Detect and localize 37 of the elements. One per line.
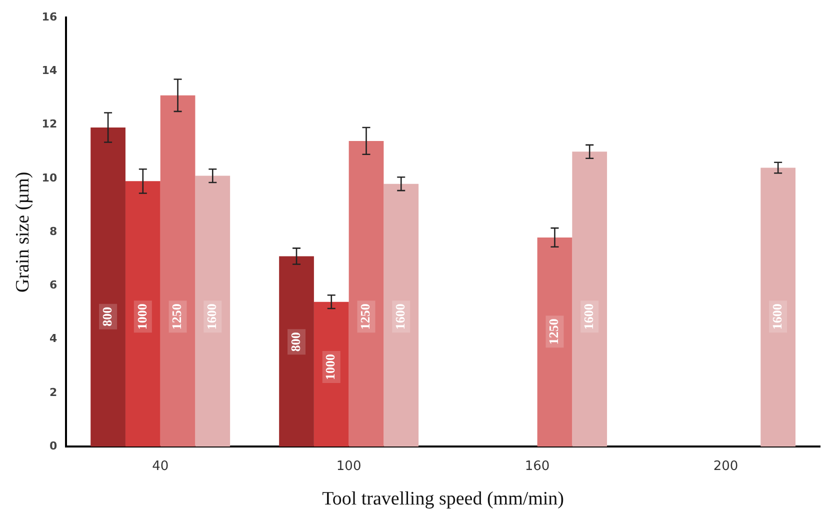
series-label: 1000 [134,304,150,330]
text: 1600 [392,304,408,330]
x-tick-label: 200 [713,458,738,474]
series-label: 1600 [580,304,596,330]
y-tick-label: 4 [49,332,58,346]
y-tick-label: 16 [42,10,58,24]
series-label: 1250 [169,304,184,330]
bar [348,140,384,447]
text: 1600 [769,304,784,330]
y-tick-label: 12 [42,118,58,131]
y-tick-label: 0 [49,439,58,452]
x-tick-label: 160 [524,458,550,474]
text: 1250 [358,304,373,330]
y-tick-label: 2 [49,386,58,399]
bar [160,95,196,447]
y-tick-label: 10 [42,171,58,184]
text: 800 [288,332,303,352]
series-label: 800 [99,306,114,326]
bar [314,302,349,447]
bar [90,128,126,447]
y-tick-label: 14 [42,64,58,78]
bar [760,168,796,447]
bar [384,184,419,447]
bar [572,152,608,447]
bar [195,176,230,447]
text: 1250 [546,318,562,345]
bar [279,256,314,447]
x-axis-title: Tool travelling speed (mm/min) [322,488,564,510]
y-tick-label: 8 [49,224,58,238]
text: 1600 [204,304,220,330]
y-axis-title: Grain size (µm) [12,172,34,292]
bar [125,181,160,447]
x-tick-label: 40 [152,458,169,474]
text: 1000 [322,354,338,380]
bar [537,237,572,447]
y-tick-label: 6 [49,278,58,292]
x-tick-label: 100 [336,458,362,474]
